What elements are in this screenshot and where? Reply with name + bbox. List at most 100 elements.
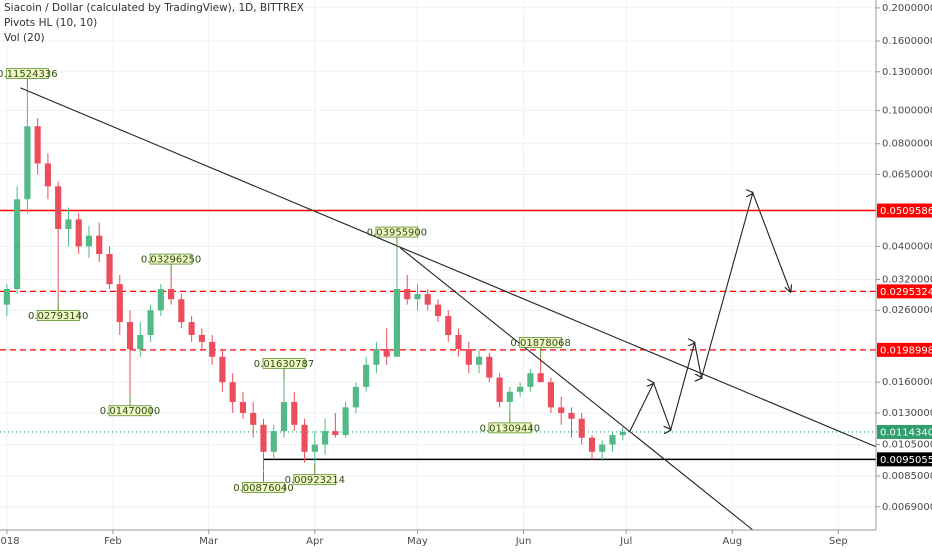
- candle-body: [414, 294, 421, 300]
- candle-body: [116, 284, 123, 323]
- x-tick-label: 2018: [0, 536, 20, 547]
- level-tag-label: 0.01143409: [880, 427, 932, 438]
- candle-body: [126, 322, 134, 350]
- candle-body: [147, 310, 154, 335]
- y-tick-label: 0.10000000: [882, 106, 932, 117]
- candle-body: [75, 219, 82, 247]
- candle-body: [373, 349, 380, 365]
- y-tick-label: 0.20000000: [882, 3, 932, 14]
- candle-body: [219, 356, 226, 383]
- candle-body: [301, 424, 308, 452]
- chart-title: Siacoin / Dollar (calculated by TradingV…: [4, 2, 304, 14]
- pivot-box: [108, 405, 152, 417]
- x-tick-label: Feb: [104, 536, 122, 547]
- candle-body: [475, 356, 483, 365]
- candle-body: [168, 289, 175, 300]
- candle-body: [229, 382, 236, 402]
- candle-body: [517, 386, 524, 392]
- candle-body: [260, 424, 267, 452]
- candle-body: [157, 289, 164, 311]
- candle-body: [44, 163, 51, 187]
- candle-body: [558, 407, 565, 413]
- x-tick-label: Jul: [619, 536, 632, 547]
- indicator-label: Vol (20): [4, 32, 45, 44]
- candle-body: [619, 432, 626, 436]
- candle-body: [445, 316, 452, 335]
- y-tick-label: 0.08000000: [882, 139, 932, 150]
- pivot-box: [262, 357, 306, 369]
- level-tag: [877, 342, 932, 357]
- pivot-label: 0.03296250: [141, 255, 201, 266]
- x-tick-label: Sep: [829, 536, 848, 547]
- pivot-box: [375, 226, 419, 238]
- candle-body: [424, 294, 431, 305]
- level-tag-label: 0.02953241: [880, 287, 932, 298]
- candle-body: [578, 418, 585, 438]
- pivot-box: [242, 482, 285, 493]
- candle-body: [250, 412, 257, 425]
- pivot-box: [488, 422, 532, 434]
- candle-body: [363, 364, 370, 387]
- candle-body: [465, 349, 472, 365]
- y-tick-label: 0.04000000: [882, 241, 932, 252]
- candle-body: [270, 431, 277, 452]
- projection-path: [629, 193, 791, 432]
- x-tick-label: Apr: [306, 536, 324, 547]
- pivot-box: [293, 474, 337, 486]
- candle-body: [537, 373, 544, 383]
- candle-body: [280, 401, 288, 432]
- candle-body: [198, 334, 205, 342]
- pivot-label: 0.11524336: [0, 69, 58, 80]
- pivot-label: 0.03955900: [367, 228, 427, 239]
- y-tick-label: 0.03200000: [882, 274, 932, 285]
- candle-body: [291, 401, 298, 425]
- level-tag-label: 0.00950556: [880, 455, 932, 466]
- candle-body: [486, 356, 493, 378]
- candle-body: [3, 289, 10, 305]
- pivot-label: 0.01309440: [480, 423, 540, 434]
- x-tick-label: Mar: [199, 536, 219, 547]
- candle-body: [393, 289, 401, 357]
- pivot-box: [5, 68, 49, 80]
- level-tag: [877, 284, 932, 299]
- x-tick-label: Jun: [515, 536, 532, 547]
- pivot-box: [519, 337, 563, 348]
- candle-body: [55, 186, 62, 229]
- candle-body: [506, 391, 513, 402]
- candle-body: [65, 219, 72, 229]
- y-tick-label: 0.16000000: [882, 36, 932, 47]
- level-tag: [877, 424, 932, 439]
- candle-body: [106, 254, 113, 285]
- y-tick-label: 0.01300000: [882, 408, 932, 419]
- pivot-label: 0.00923214: [285, 475, 345, 486]
- time-axis: [0, 530, 876, 550]
- candle-body: [434, 304, 442, 317]
- candle-body: [547, 382, 555, 408]
- pivot-label: 0.01470000: [100, 406, 160, 417]
- candle-body: [239, 401, 247, 413]
- y-tick-label: 0.01050000: [882, 440, 932, 451]
- pivot-box: [149, 253, 193, 265]
- candle-body: [588, 437, 596, 452]
- candle-body: [568, 412, 575, 419]
- candle-body: [352, 386, 359, 408]
- candle-body: [404, 289, 411, 300]
- pivot-box: [36, 310, 80, 322]
- candle-body: [34, 126, 41, 164]
- candle-body: [496, 377, 503, 402]
- y-tick-label: 0.01600000: [882, 377, 932, 388]
- y-tick-label: 0.06500000: [882, 169, 932, 180]
- candle-body: [383, 349, 390, 357]
- x-tick-label: May: [407, 536, 428, 547]
- pivot-label: 0.02793140: [28, 311, 88, 322]
- candle-body: [209, 341, 216, 357]
- x-tick-label: Aug: [723, 536, 743, 547]
- y-tick-label: 0.00850000: [882, 471, 932, 482]
- y-tick-label: 0.02600000: [882, 305, 932, 316]
- candle-body: [96, 235, 103, 255]
- candle-body: [527, 373, 534, 387]
- candle-body: [24, 126, 31, 200]
- trend-line: [400, 247, 754, 531]
